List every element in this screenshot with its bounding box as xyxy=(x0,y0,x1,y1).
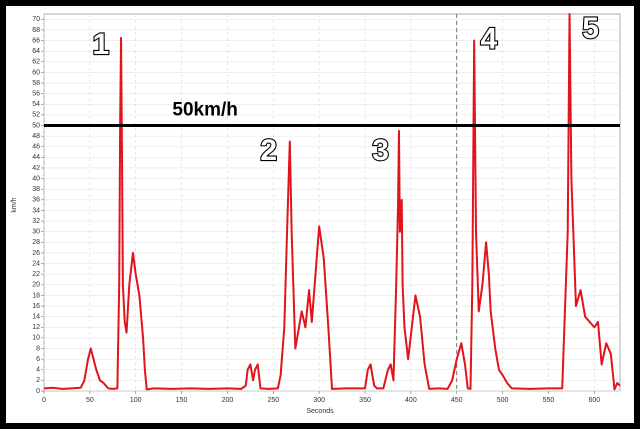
y-axis-label: km/h xyxy=(11,197,18,212)
x-tick-label: 450 xyxy=(451,397,463,404)
y-tick-label: 56 xyxy=(32,90,40,97)
y-tick-label: 14 xyxy=(32,314,40,321)
y-tick-label: 46 xyxy=(32,144,40,151)
y-tick-label: 20 xyxy=(32,282,40,289)
peak-label: 1 xyxy=(93,28,110,61)
y-tick-label: 64 xyxy=(32,48,40,55)
x-tick-label: 150 xyxy=(176,397,188,404)
line xyxy=(43,13,621,391)
y-tick-label: 36 xyxy=(32,197,40,204)
x-tick-label: 0 xyxy=(42,397,46,404)
plot-area xyxy=(43,13,621,392)
x-tick-label: 200 xyxy=(222,397,234,404)
x-tick-label: 350 xyxy=(359,397,371,404)
y-tick-label: 22 xyxy=(32,271,40,278)
peak-label: 3 xyxy=(372,134,389,167)
y-tick-label: 26 xyxy=(32,250,40,257)
y-tick-label: 6 xyxy=(36,356,40,363)
reference-label: 50km/h xyxy=(172,100,237,121)
y-tick-label: 18 xyxy=(32,292,40,299)
y-tick-label: 0 xyxy=(36,388,40,395)
y-tick-label: 50 xyxy=(32,122,40,129)
x-tick-label: 250 xyxy=(267,397,279,404)
peak-label: 2 xyxy=(260,134,277,167)
x-tick-label: 300 xyxy=(313,397,325,404)
y-tick-label: 24 xyxy=(32,260,40,267)
y-tick-label: 66 xyxy=(32,37,40,44)
y-tick-label: 54 xyxy=(32,101,40,108)
x-tick-label: 500 xyxy=(497,397,509,404)
x-tick-label: 600 xyxy=(588,397,600,404)
y-tick-label: 58 xyxy=(32,80,40,87)
y-tick-label: 2 xyxy=(36,377,40,384)
y-tick-label: 52 xyxy=(32,112,40,119)
x-tick-label: 100 xyxy=(130,397,142,404)
y-tick-label: 28 xyxy=(32,239,40,246)
x-tick-label: 50 xyxy=(86,397,94,404)
y-tick-label: 70 xyxy=(32,16,40,23)
y-tick-label: 8 xyxy=(36,345,40,352)
peak-label: 5 xyxy=(582,12,599,45)
y-tick-label: 10 xyxy=(32,335,40,342)
y-tick-label: 32 xyxy=(32,218,40,225)
y-tick-label: 34 xyxy=(32,207,40,214)
y-tick-label: 68 xyxy=(32,27,40,34)
x-tick-label: 400 xyxy=(405,397,417,404)
y-tick-label: 62 xyxy=(32,59,40,66)
x-tick-label: 550 xyxy=(543,397,555,404)
y-tick-label: 44 xyxy=(32,154,40,161)
y-tick-label: 40 xyxy=(32,175,40,182)
y-tick-label: 48 xyxy=(32,133,40,140)
y-tick-label: 42 xyxy=(32,165,40,172)
y-tick-label: 30 xyxy=(32,229,40,236)
peak-label: 4 xyxy=(480,22,497,55)
y-tick-label: 38 xyxy=(32,186,40,193)
y-tick-label: 60 xyxy=(32,69,40,76)
y-tick-label: 12 xyxy=(32,324,40,331)
y-tick-label: 4 xyxy=(36,367,40,374)
y-tick-label: 16 xyxy=(32,303,40,310)
x-axis-label: Seconds xyxy=(306,408,334,415)
